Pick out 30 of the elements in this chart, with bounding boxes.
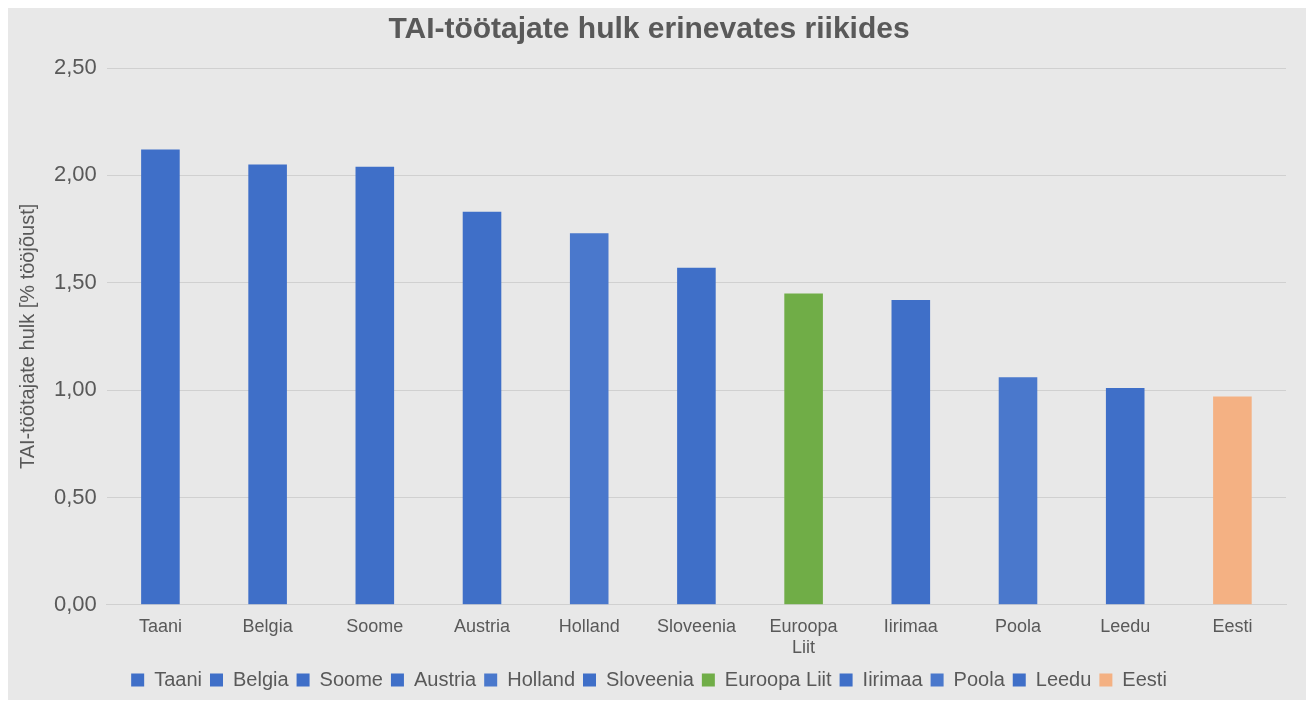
x-tick-label: Leedu — [1100, 615, 1151, 636]
x-tick-label: Belgia — [242, 615, 294, 636]
x-tick-label: Soome — [346, 615, 404, 636]
legend-label: Poola — [953, 667, 1006, 690]
y-tick-label: 0,00 — [53, 590, 97, 616]
y-tick-label: 2,50 — [53, 54, 97, 80]
legend-label: Belgia — [232, 667, 290, 690]
legend-label: Soome — [319, 667, 383, 690]
x-tick-label: Iirimaa — [883, 615, 939, 636]
y-axis-title: TAI-töötajate hulk [% tööjõust] — [15, 203, 38, 470]
legend-label: Austria — [413, 667, 478, 690]
y-tick-label: 1,00 — [53, 376, 97, 402]
legend-label: Taani — [154, 667, 202, 690]
x-tick-label: Poola — [994, 615, 1043, 636]
y-tick-label: 2,00 — [53, 161, 97, 187]
x-tick-label: Austria — [454, 615, 512, 636]
x-tick-label: Eesti — [1212, 615, 1253, 636]
legend-label: Eesti — [1122, 667, 1167, 690]
legend-label: Iirimaa — [862, 667, 924, 690]
y-tick-label: 0,50 — [53, 483, 97, 509]
x-tick-label: Sloveenia — [656, 615, 737, 636]
y-tick-label: 1,50 — [53, 268, 97, 294]
x-tick-label: Taani — [138, 615, 182, 636]
legend-label: Leedu — [1035, 667, 1092, 690]
legend-label: Holland — [507, 667, 576, 690]
x-tick-label: Euroopa Liit — [769, 615, 839, 658]
x-tick-label: Holland — [558, 615, 620, 636]
legend-label: Sloveenia — [606, 667, 695, 690]
chart-title: TAI-töötajate hulk erinevates riikides — [388, 11, 910, 45]
legend-label: Euroopa Liit — [724, 667, 833, 690]
